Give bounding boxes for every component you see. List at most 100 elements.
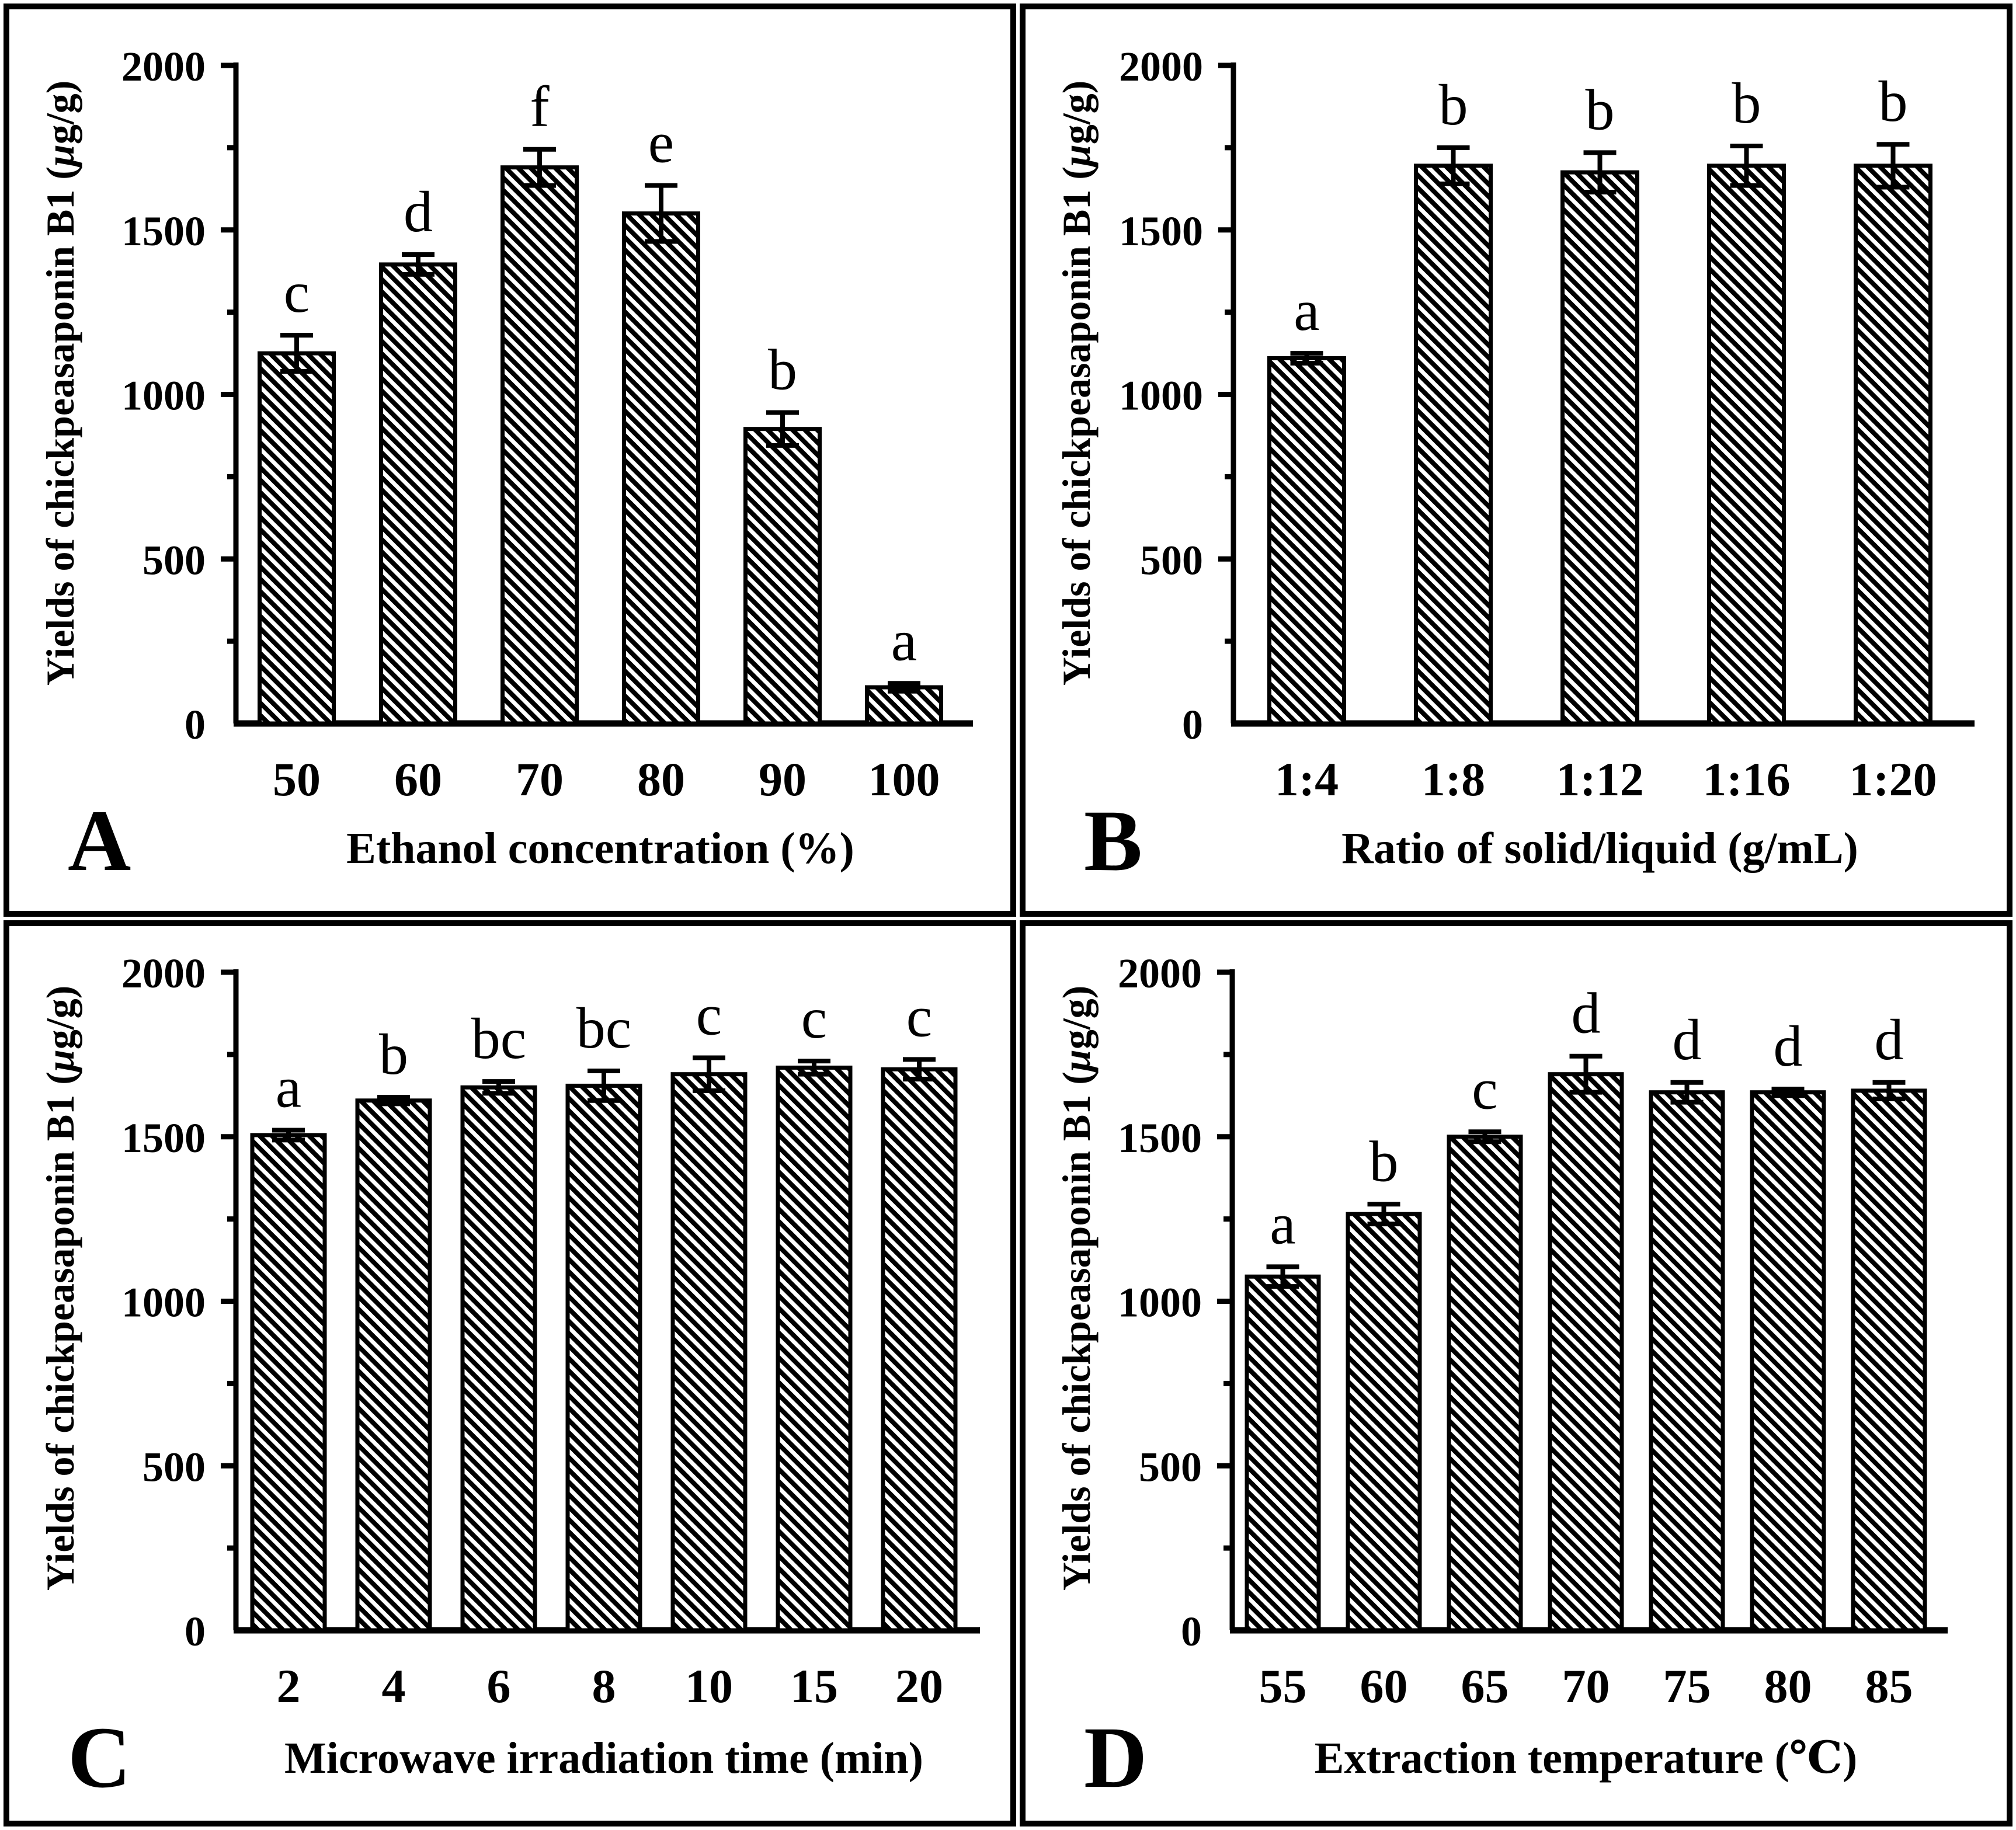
significance-letter: d bbox=[1774, 1014, 1803, 1078]
bar bbox=[1649, 1090, 1725, 1633]
panel-letter: B bbox=[1084, 792, 1142, 889]
bar bbox=[500, 165, 579, 726]
bar bbox=[670, 1072, 748, 1633]
y-axis-title: Yields of chickpeasaponin B1 (μg/g) bbox=[38, 81, 82, 686]
y-tick-label: 0 bbox=[1181, 1608, 1202, 1655]
significance-letter: c bbox=[906, 984, 932, 1049]
bar bbox=[1447, 1135, 1523, 1633]
bar bbox=[1414, 163, 1493, 726]
x-tick-label: 1:16 bbox=[1702, 753, 1790, 806]
y-tick-label: 1500 bbox=[1118, 1115, 1202, 1161]
y-tick-label: 1500 bbox=[121, 1115, 206, 1161]
x-tick-label: 4 bbox=[382, 1659, 406, 1713]
bar bbox=[355, 1098, 432, 1633]
x-tick-label: 55 bbox=[1259, 1659, 1307, 1713]
significance-letter: b bbox=[379, 1022, 408, 1087]
x-tick-label: 85 bbox=[1865, 1659, 1913, 1713]
y-tick-label: 1000 bbox=[121, 1279, 206, 1326]
significance-letter: f bbox=[530, 74, 550, 139]
panel-c-chart: 0 500 1000 1500 2000 a 2 b 4 bc 6 bc 8 c 10 c 15 c 20 Micro… bbox=[38, 950, 980, 1806]
panel-b: 0 500 1000 1500 2000 a 1:4 b 1:8 b 1:12 b 1:16 b 1:20 R… bbox=[1020, 4, 2012, 917]
panel-d: 0 500 1000 1500 2000 a 55 b 60 c 65 d 70 d 75 d 80 d 85 Ext… bbox=[1020, 920, 2012, 1826]
y-tick-label: 0 bbox=[1182, 701, 1203, 748]
significance-letter: c bbox=[801, 986, 827, 1050]
x-tick-label: 1:4 bbox=[1275, 753, 1339, 806]
y-tick-label: 0 bbox=[185, 1608, 206, 1655]
panel-letter: A bbox=[68, 792, 131, 889]
x-tick-label: 20 bbox=[895, 1659, 943, 1713]
significance-letter: c bbox=[1472, 1056, 1497, 1121]
significance-letter: d bbox=[1875, 1007, 1904, 1072]
significance-letter: d bbox=[1572, 981, 1601, 1046]
y-tick-label: 1000 bbox=[1119, 373, 1203, 419]
significance-letter: b bbox=[1879, 69, 1908, 134]
y-tick-label: 2000 bbox=[1118, 950, 1202, 997]
bar bbox=[250, 1133, 327, 1633]
significance-letter: b bbox=[1370, 1129, 1399, 1194]
significance-letter: b bbox=[1439, 72, 1468, 137]
bar bbox=[258, 351, 336, 726]
y-axis-title: Yields of chickpeasaponin B1 (μg/g) bbox=[1054, 986, 1099, 1591]
bar bbox=[1851, 1088, 1927, 1633]
bar bbox=[379, 262, 457, 726]
significance-letter: a bbox=[1294, 278, 1319, 343]
y-tick-label: 0 bbox=[185, 701, 206, 748]
y-tick-label: 1500 bbox=[1119, 208, 1203, 255]
panel-a: 0 500 1000 1500 2000 c 50 d 60 f 70 e 80 b 90 a 100 Ethan… bbox=[4, 4, 1016, 917]
y-axis-title: Yields of chickpeasaponin B1 (μg/g) bbox=[1054, 81, 1099, 686]
x-tick-label: 10 bbox=[685, 1659, 733, 1713]
x-axis-title: Ratio of solid/liquid (g/mL) bbox=[1341, 824, 1858, 873]
significance-letter: c bbox=[696, 983, 722, 1048]
significance-letter: e bbox=[648, 110, 674, 175]
significance-letter: d bbox=[404, 179, 433, 244]
significance-letter: b bbox=[768, 337, 797, 402]
bar bbox=[1245, 1274, 1321, 1633]
bar bbox=[776, 1065, 853, 1633]
bar bbox=[1548, 1072, 1624, 1633]
y-tick-label: 500 bbox=[142, 537, 206, 583]
y-tick-label: 500 bbox=[1140, 537, 1203, 583]
significance-letter: b bbox=[1586, 77, 1615, 142]
x-tick-label: 8 bbox=[592, 1659, 616, 1713]
x-tick-label: 80 bbox=[1764, 1659, 1812, 1713]
panel-letter: D bbox=[1084, 1709, 1147, 1806]
x-tick-label: 70 bbox=[1562, 1659, 1610, 1713]
y-tick-label: 2000 bbox=[121, 43, 206, 90]
x-axis-title: Microwave irradiation time (min) bbox=[284, 1734, 923, 1783]
x-tick-label: 80 bbox=[637, 753, 685, 806]
x-tick-label: 70 bbox=[516, 753, 564, 806]
panel-a-chart: 0 500 1000 1500 2000 c 50 d 60 f 70 e 80 b 90 a 100 Ethan… bbox=[38, 43, 973, 889]
bar bbox=[743, 427, 822, 726]
x-tick-label: 90 bbox=[759, 753, 807, 806]
x-tick-label: 75 bbox=[1663, 1659, 1711, 1713]
bar bbox=[622, 211, 700, 726]
y-axis-title: Yields of chickpeasaponin B1 (μg/g) bbox=[38, 986, 82, 1591]
significance-letter: bc bbox=[471, 1006, 526, 1071]
y-tick-label: 500 bbox=[142, 1443, 206, 1490]
panel-letter: C bbox=[68, 1709, 131, 1806]
y-tick-label: 2000 bbox=[121, 950, 206, 997]
significance-letter: d bbox=[1673, 1007, 1702, 1072]
x-tick-label: 6 bbox=[487, 1659, 511, 1713]
y-tick-label: 1000 bbox=[1118, 1279, 1202, 1326]
x-tick-label: 60 bbox=[1360, 1659, 1408, 1713]
x-tick-label: 100 bbox=[868, 753, 940, 806]
x-tick-label: 2 bbox=[277, 1659, 301, 1713]
x-tick-label: 15 bbox=[790, 1659, 838, 1713]
y-tick-label: 1000 bbox=[121, 373, 206, 419]
bar bbox=[881, 1067, 958, 1633]
significance-letter: a bbox=[276, 1055, 301, 1119]
panel-b-chart: 0 500 1000 1500 2000 a 1:4 b 1:8 b 1:12 b 1:16 b 1:20 R… bbox=[1054, 43, 1975, 889]
panel-c: 0 500 1000 1500 2000 a 2 b 4 bc 6 bc 8 c 10 c 15 c 20 Micro… bbox=[4, 920, 1016, 1826]
x-axis-title: Extraction temperature (℃) bbox=[1315, 1734, 1858, 1783]
bar bbox=[565, 1083, 642, 1633]
x-tick-label: 1:20 bbox=[1849, 753, 1937, 806]
panel-d-chart: 0 500 1000 1500 2000 a 55 b 60 c 65 d 70 d 75 d 80 d 85Ext… bbox=[1054, 950, 1948, 1806]
significance-letter: a bbox=[1270, 1191, 1295, 1256]
x-tick-label: 1:12 bbox=[1556, 753, 1643, 806]
significance-letter: c bbox=[284, 260, 310, 325]
bar bbox=[460, 1085, 537, 1633]
bar bbox=[1560, 170, 1639, 726]
significance-letter: b bbox=[1732, 71, 1761, 135]
y-tick-label: 500 bbox=[1139, 1443, 1202, 1490]
